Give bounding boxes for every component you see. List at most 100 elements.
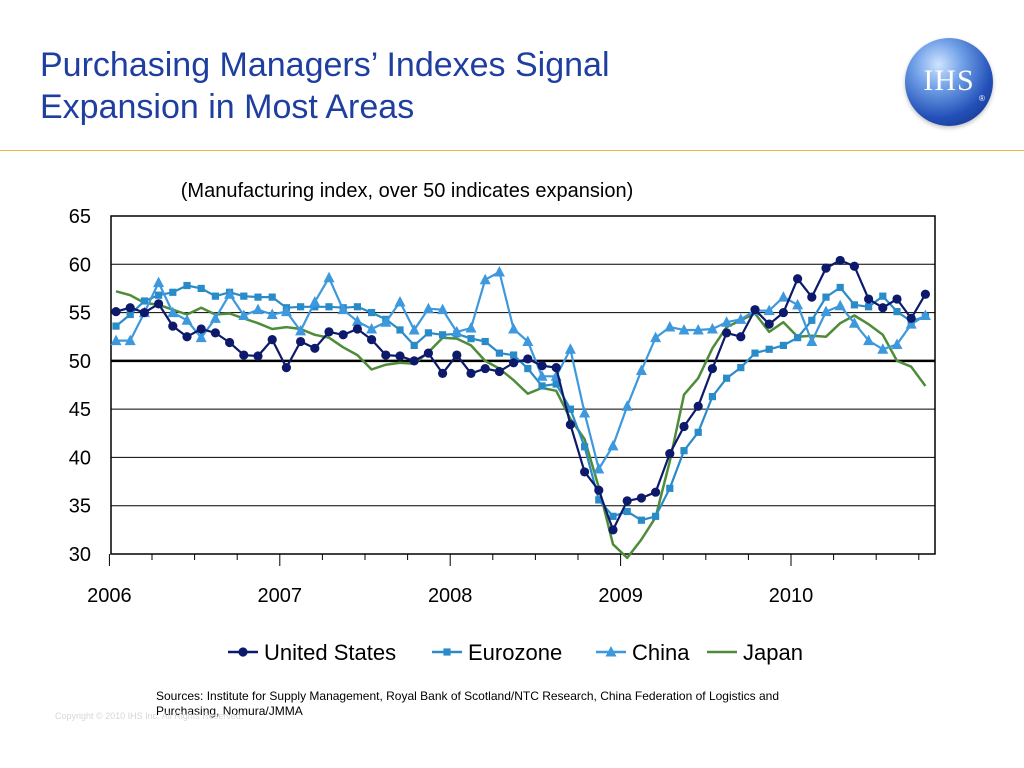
data-point-united-states [168, 321, 178, 331]
data-point-china [323, 271, 335, 283]
data-point-china [919, 309, 931, 320]
data-point-united-states [551, 363, 561, 373]
data-point-eurozone [439, 331, 447, 339]
data-point-china [167, 306, 179, 318]
data-point-china [479, 273, 491, 285]
data-point-china [579, 407, 591, 418]
plot-area-frame [110, 215, 936, 555]
data-point-china [763, 304, 775, 316]
data-point-united-states [196, 324, 206, 334]
data-point-eurozone [822, 293, 830, 301]
data-point-eurozone [779, 341, 787, 350]
data-point-united-states [608, 525, 618, 535]
data-point-eurozone [737, 364, 745, 372]
data-point-united-states [310, 343, 320, 353]
x-tick-label: 2008 [428, 585, 473, 607]
data-point-china [493, 266, 505, 277]
data-point-eurozone [325, 303, 333, 311]
data-point-china [664, 321, 676, 332]
data-point-eurozone [368, 308, 376, 317]
data-point-china [337, 303, 349, 315]
data-point-united-states [409, 356, 419, 366]
data-point-united-states [452, 350, 462, 360]
data-point-eurozone [552, 380, 560, 388]
y-tick-label: 65 [69, 206, 91, 228]
y-tick-label: 60 [69, 254, 91, 276]
data-point-eurozone [495, 349, 503, 357]
data-point-china [635, 364, 647, 376]
data-point-eurozone [311, 303, 319, 311]
data-point-united-states [793, 274, 803, 284]
y-tick-label: 35 [69, 496, 91, 518]
data-point-china [905, 318, 917, 329]
data-point-eurozone [893, 308, 901, 316]
data-point-eurozone [723, 374, 731, 382]
data-point-china [280, 305, 292, 317]
legend-label-japan: Japan [743, 640, 803, 665]
data-point-eurozone [169, 288, 177, 296]
data-point-eurozone [481, 337, 489, 346]
data-point-china [181, 314, 193, 325]
data-point-united-states [707, 363, 718, 374]
data-point-eurozone [467, 335, 475, 343]
data-point-united-states [807, 292, 817, 302]
data-point-united-states [892, 294, 902, 304]
y-tick-label: 45 [69, 399, 91, 421]
data-point-united-states [736, 332, 746, 342]
data-point-china [238, 309, 250, 320]
data-point-eurozone [609, 512, 617, 520]
data-point-china [877, 343, 889, 354]
data-point-china [621, 400, 633, 411]
data-point-united-states [423, 348, 433, 358]
data-point-united-states [154, 299, 164, 309]
data-point-china [110, 334, 122, 346]
data-point-china [536, 370, 548, 381]
data-point-united-states [367, 335, 377, 345]
data-point-eurozone [183, 281, 191, 290]
ihs-logo: IHS ® [905, 38, 993, 126]
data-point-eurozone [836, 283, 844, 292]
data-point-united-states [494, 366, 504, 377]
data-point-eurozone [510, 351, 518, 359]
data-point-eurozone [424, 329, 432, 337]
data-point-united-states [594, 485, 604, 495]
data-point-united-states [338, 330, 348, 340]
data-point-china [224, 288, 236, 299]
data-point-eurozone [581, 443, 589, 451]
data-point-eurozone [268, 293, 276, 301]
data-point-eurozone [197, 284, 205, 293]
data-point-united-states [920, 289, 931, 299]
data-point-china [607, 439, 619, 451]
data-point-china [124, 334, 136, 346]
data-point-china [451, 325, 463, 337]
data-point-china [195, 331, 207, 343]
data-point-united-states [835, 255, 845, 266]
data-point-china [266, 308, 278, 320]
data-point-eurozone [396, 326, 404, 334]
data-point-eurozone [652, 512, 660, 520]
data-point-united-states [523, 354, 533, 364]
data-point-eurozone [566, 405, 574, 413]
data-point-china [408, 323, 420, 335]
data-point-china [465, 322, 477, 333]
data-point-eurozone [879, 292, 887, 300]
data-point-united-states [651, 487, 661, 497]
data-point-eurozone [751, 349, 759, 357]
data-point-united-states [182, 332, 192, 342]
y-tick-label: 50 [69, 351, 91, 373]
data-point-china [792, 298, 804, 310]
data-point-china [777, 291, 789, 302]
data-point-united-states [636, 493, 647, 503]
data-point-united-states [580, 467, 590, 477]
data-point-united-states [679, 421, 689, 432]
data-point-eurozone [112, 322, 120, 330]
data-point-united-states [210, 328, 220, 338]
data-point-eurozone [637, 516, 645, 524]
data-point-united-states [111, 307, 121, 317]
pmi-line-chart: 30 35 40 45 50 55 60 65 2006 2007 2008 2009 2010 Unit… [69, 206, 936, 665]
data-point-united-states [324, 327, 334, 337]
data-point-eurozone [694, 428, 702, 436]
data-point-united-states [878, 303, 888, 313]
y-tick-label: 40 [69, 447, 91, 469]
data-point-united-states [764, 319, 774, 329]
